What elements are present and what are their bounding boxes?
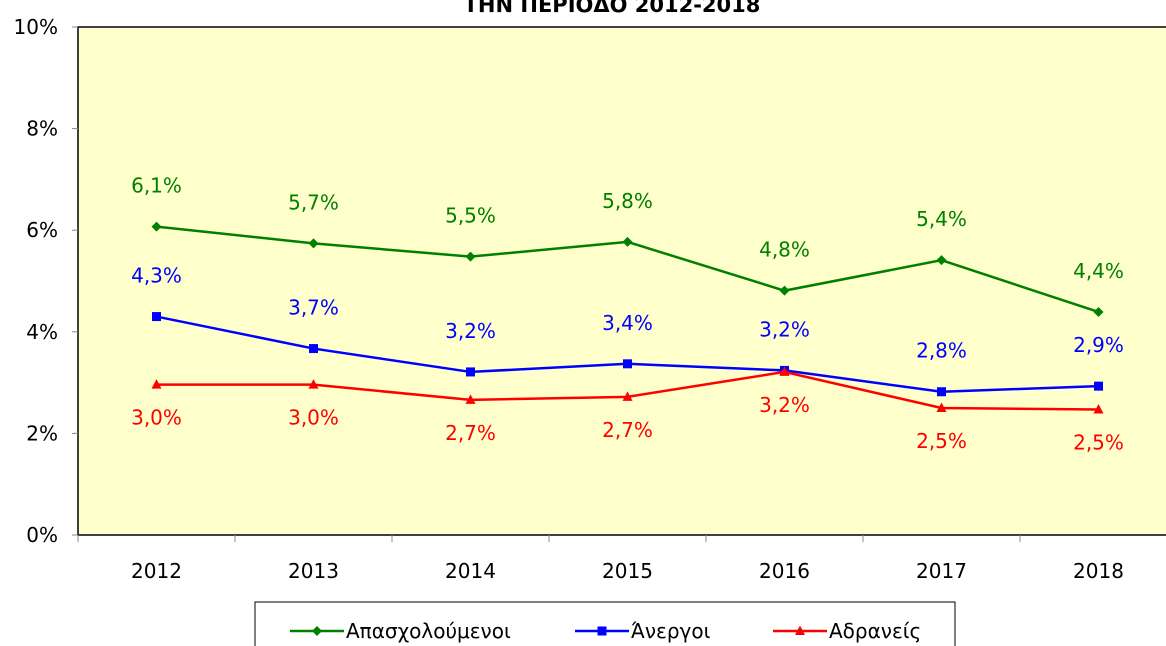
data-point (1093, 404, 1104, 414)
legend-label: Άνεργοι (631, 619, 711, 643)
data-point (465, 251, 476, 262)
legend-marker (312, 626, 322, 636)
x-tick-label: 2015 (602, 559, 653, 583)
data-point (308, 238, 319, 249)
data-label: 3,0% (288, 406, 339, 430)
data-label: 3,2% (445, 319, 496, 343)
legend-label: Αδρανείς (829, 619, 921, 643)
data-point (151, 221, 162, 232)
data-point (1094, 381, 1103, 391)
x-tick-label: 2012 (131, 559, 182, 583)
data-label: 5,7% (288, 190, 339, 214)
data-label: 2,7% (602, 418, 653, 442)
data-label: 2,7% (445, 421, 496, 445)
data-label: 4,4% (1073, 259, 1124, 283)
data-label: 2,9% (1073, 333, 1124, 357)
legend-label: Απασχολούμενοι (346, 619, 511, 643)
y-tick-label: 0% (26, 523, 58, 547)
data-label: 3,2% (759, 393, 810, 417)
y-tick-label: 4% (26, 320, 58, 344)
data-label: 3,2% (759, 317, 810, 341)
data-label: 3,7% (288, 296, 339, 320)
data-label: 2,5% (916, 429, 967, 453)
data-label: 4,8% (759, 238, 810, 262)
data-label: 4,3% (131, 264, 182, 288)
y-tick-label: 10% (14, 15, 58, 39)
data-point (1093, 306, 1104, 317)
x-tick-label: 2013 (288, 559, 339, 583)
plot-area (77, 26, 1166, 536)
x-tick-label: 2016 (759, 559, 810, 583)
data-point (622, 236, 633, 247)
data-point (308, 379, 319, 389)
data-point (937, 387, 946, 397)
legend-marker (597, 626, 607, 636)
data-point (779, 285, 790, 296)
data-point (622, 391, 633, 401)
data-label: 2,5% (1073, 431, 1124, 455)
data-point (936, 402, 947, 412)
data-label: 5,5% (445, 204, 496, 228)
legend: Απασχολούμενοι Άνεργοι Αδρανείς (254, 601, 956, 646)
data-label: 6,1% (131, 174, 182, 198)
x-tick-label: 2018 (1073, 559, 1124, 583)
data-point (152, 312, 161, 322)
data-label: 5,8% (602, 189, 653, 213)
legend-box (254, 601, 956, 646)
data-point (466, 367, 475, 377)
chart-title: ΤΗΝ ΠΕΡΙΟΔΟ 2012-2018 (464, 0, 761, 17)
data-label: 2,8% (916, 339, 967, 363)
x-tick-label: 2014 (445, 559, 496, 583)
data-point (151, 379, 162, 389)
data-point (309, 344, 318, 354)
data-point (623, 359, 632, 369)
data-label: 3,4% (602, 311, 653, 335)
data-point (936, 255, 947, 266)
y-tick-label: 8% (26, 117, 58, 141)
x-tick-label: 2017 (916, 559, 967, 583)
data-point (465, 394, 476, 404)
data-label: 5,4% (916, 207, 967, 231)
y-tick-label: 2% (26, 421, 58, 445)
legend-marker (795, 625, 805, 635)
data-label: 3,0% (131, 406, 182, 430)
data-point (779, 366, 790, 376)
y-tick-label: 6% (26, 218, 58, 242)
